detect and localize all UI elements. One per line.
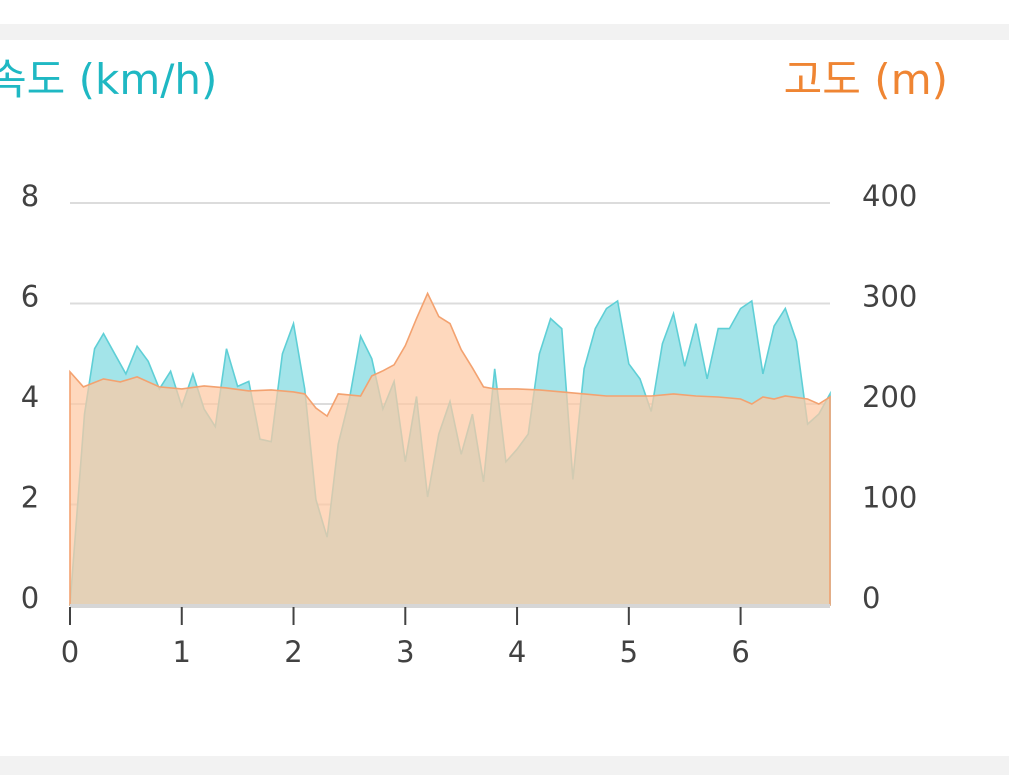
- x-tick-label: 3: [396, 635, 414, 669]
- speed-tick-label: 4: [21, 380, 39, 414]
- speed-tick-label: 8: [21, 179, 39, 213]
- elevation-tick-label: 0: [862, 581, 880, 615]
- elevation-tick-label: 400: [862, 179, 917, 213]
- tick-labels: 0 1 2 3 4 5 6 0 2 4 6 8 0 100 200 300 400: [21, 179, 918, 669]
- elevation-axis-title: 고도 (m): [783, 55, 948, 104]
- speed-tick-label: 0: [21, 581, 39, 615]
- x-tick-label: 0: [61, 635, 79, 669]
- area-series: [69, 291, 831, 606]
- x-tick-label: 2: [284, 635, 302, 669]
- top-strip: [0, 0, 1009, 24]
- x-tick-label: 6: [731, 635, 749, 669]
- speed-axis-title: 속도 (km/h): [0, 55, 218, 104]
- x-tick-label: 4: [508, 635, 526, 669]
- elevation-tick-label: 200: [862, 380, 917, 414]
- speed-tick-label: 6: [21, 280, 39, 314]
- elevation-area: [69, 291, 831, 606]
- x-tick-label: 1: [173, 635, 191, 669]
- axes: [69, 604, 830, 625]
- x-tick-label: 5: [620, 635, 638, 669]
- elevation-tick-label: 300: [862, 280, 917, 314]
- elevation-tick-label: 100: [862, 481, 917, 515]
- speed-tick-label: 2: [21, 481, 39, 515]
